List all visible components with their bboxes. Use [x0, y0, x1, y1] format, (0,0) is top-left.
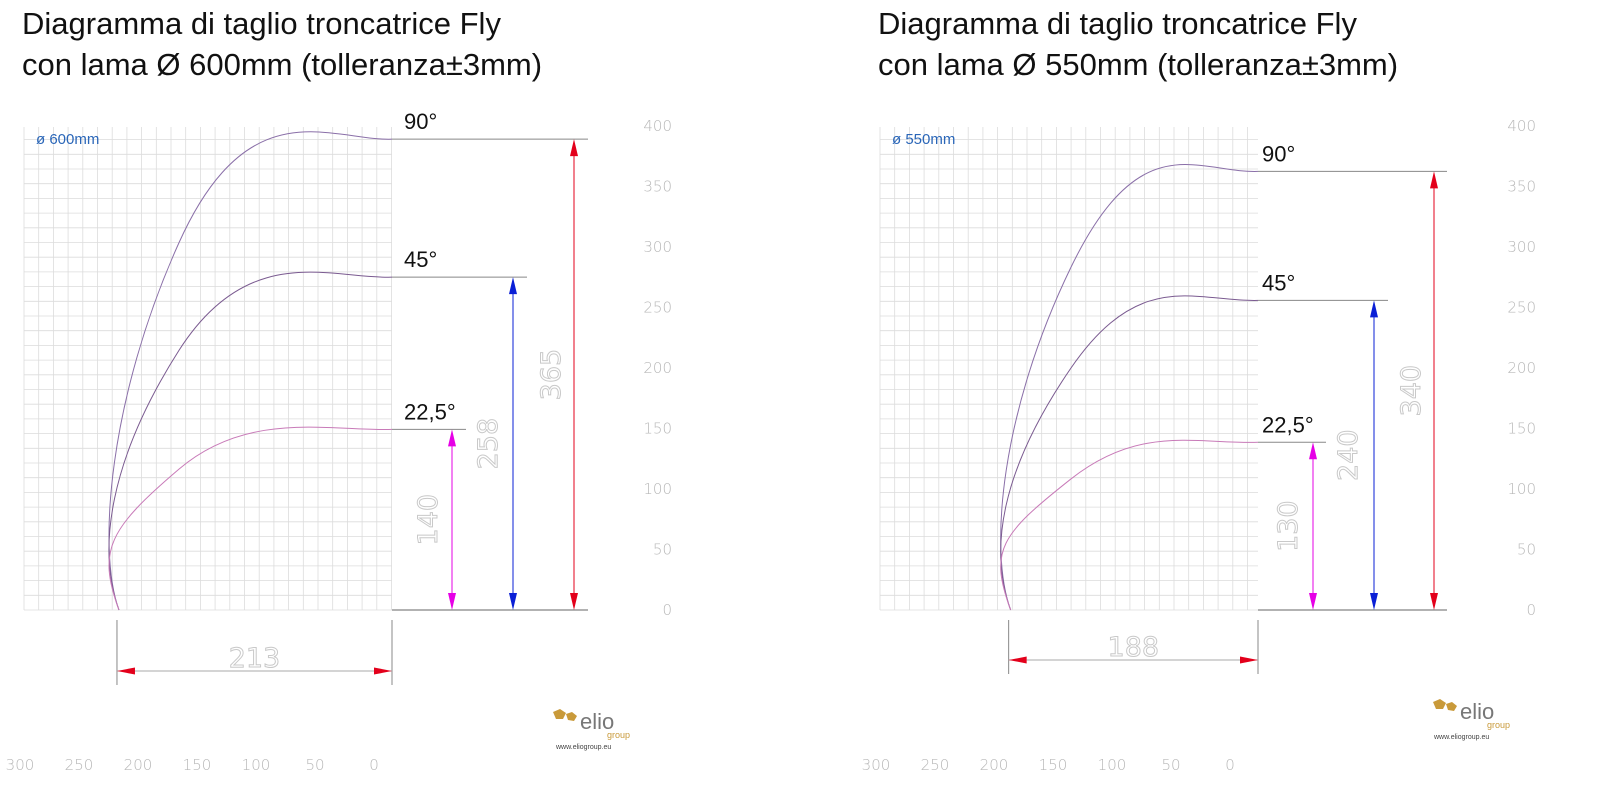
angle-label: 45° — [1262, 270, 1295, 295]
width-value-label: 188 — [1108, 632, 1160, 663]
x-tick-label: 100 — [242, 756, 271, 774]
cutting-curves — [108, 131, 393, 611]
cut-curve-0 — [108, 131, 393, 611]
y-tick-label: 400 — [1507, 117, 1536, 135]
logo-mark-icon — [1433, 699, 1457, 711]
panel-blade-600: Diagramma di taglio troncatrice Fly con … — [6, 6, 672, 774]
y-tick-label: 100 — [643, 480, 672, 498]
logo-sub: group — [1487, 720, 1510, 730]
height-value-label: 365 — [536, 349, 567, 401]
arrow-left-icon — [1008, 656, 1027, 664]
y-tick-label: 0 — [662, 601, 672, 619]
x-tick-label: 50 — [1161, 756, 1180, 774]
y-tick-label: 50 — [653, 541, 672, 559]
height-value-label: 340 — [1396, 365, 1427, 417]
logo-website: www.eliogroup.eu — [1433, 734, 1489, 741]
y-tick-label: 350 — [1507, 178, 1536, 196]
x-tick-label: 250 — [65, 756, 94, 774]
x-tick-label: 100 — [1098, 756, 1127, 774]
arrow-up-icon — [1430, 171, 1438, 189]
arrow-up-icon — [1309, 442, 1317, 460]
logo-name: elio — [1460, 699, 1494, 724]
y-tick-label: 200 — [1507, 359, 1536, 377]
cut-curve-1 — [1000, 295, 1259, 611]
arrow-down-icon — [1430, 593, 1438, 610]
x-tick-label: 300 — [6, 756, 35, 774]
panel-title-line2: con lama Ø 550mm (tolleranza±3mm) — [878, 47, 1398, 82]
arrow-up-icon — [1370, 300, 1378, 318]
x-tick-label: 200 — [980, 756, 1009, 774]
arrow-up-icon — [570, 139, 578, 157]
logo-website: www.eliogroup.eu — [555, 744, 611, 751]
arrow-down-icon — [1370, 593, 1378, 610]
height-value-label: 140 — [413, 494, 444, 546]
arrow-up-icon — [509, 277, 517, 295]
y-tick-label: 300 — [1507, 238, 1536, 256]
arrow-down-icon — [1309, 593, 1317, 610]
cutting-curves — [1000, 164, 1259, 611]
logo-sub: group — [607, 730, 630, 740]
x-tick-label: 300 — [862, 756, 891, 774]
y-tick-label: 150 — [643, 420, 672, 438]
arrow-down-icon — [570, 593, 578, 610]
logo-mark-icon — [553, 709, 577, 721]
y-axis: 0 50 100 150 200 250 300 350 400 — [1507, 117, 1536, 619]
y-axis: 0 50 100 150 200 250 300 350 400 — [643, 117, 672, 619]
arrow-left-icon — [116, 667, 135, 675]
height-value-label: 258 — [473, 418, 504, 470]
x-tick-label: 50 — [305, 756, 324, 774]
arrow-down-icon — [509, 593, 517, 610]
y-tick-label: 300 — [643, 238, 672, 256]
y-tick-label: 400 — [643, 117, 672, 135]
width-value-label: 213 — [229, 643, 281, 674]
x-tick-label: 250 — [921, 756, 950, 774]
cut-curve-2 — [1000, 439, 1259, 611]
arrow-right-icon — [1240, 656, 1258, 664]
x-tick-label: 0 — [369, 756, 379, 774]
angle-label: 90° — [1262, 141, 1295, 166]
grid — [23, 127, 392, 611]
x-axis: 300 250 200 150 100 50 0 — [862, 756, 1235, 774]
x-tick-label: 200 — [124, 756, 153, 774]
arrow-down-icon — [448, 593, 456, 610]
y-tick-label: 350 — [643, 178, 672, 196]
y-tick-label: 250 — [1507, 299, 1536, 317]
y-tick-label: 0 — [1526, 601, 1536, 619]
panel-blade-550: Diagramma di taglio troncatrice Fly con … — [862, 6, 1536, 774]
panel-title-line1: Diagramma di taglio troncatrice Fly — [22, 6, 501, 41]
logo-name: elio — [580, 709, 614, 734]
elio-logo: elio group www.eliogroup.eu — [1433, 699, 1510, 741]
grid — [879, 127, 1258, 611]
angle-label: 45° — [404, 247, 437, 272]
diameter-label: ø 600mm — [36, 131, 99, 148]
angle-label: 22,5° — [1262, 412, 1314, 437]
dimension-lines: 90° 365 45° 258 22,5° 140 213 — [116, 109, 588, 685]
dimension-lines: 90° 340 45° 240 22,5° 130 188 — [1008, 141, 1447, 674]
y-tick-label: 100 — [1507, 480, 1536, 498]
height-value-label: 240 — [1333, 429, 1364, 481]
x-tick-label: 0 — [1225, 756, 1235, 774]
cut-curve-2 — [108, 426, 393, 611]
y-tick-label: 50 — [1517, 541, 1536, 559]
panel-title-line2: con lama Ø 600mm (tolleranza±3mm) — [22, 47, 542, 82]
x-tick-label: 150 — [1039, 756, 1068, 774]
elio-logo: elio group www.eliogroup.eu — [553, 709, 630, 751]
arrow-up-icon — [448, 429, 456, 447]
height-value-label: 130 — [1273, 500, 1304, 552]
diameter-label: ø 550mm — [892, 131, 955, 148]
cut-curve-1 — [108, 271, 393, 611]
y-tick-label: 150 — [1507, 420, 1536, 438]
x-tick-label: 150 — [183, 756, 212, 774]
angle-label: 90° — [404, 109, 437, 134]
arrow-right-icon — [374, 667, 392, 675]
cut-curve-0 — [1000, 164, 1259, 611]
y-tick-label: 200 — [643, 359, 672, 377]
x-axis: 300 250 200 150 100 50 0 — [6, 756, 379, 774]
y-tick-label: 250 — [643, 299, 672, 317]
angle-label: 22,5° — [404, 399, 456, 424]
panel-title-line1: Diagramma di taglio troncatrice Fly — [878, 6, 1357, 41]
